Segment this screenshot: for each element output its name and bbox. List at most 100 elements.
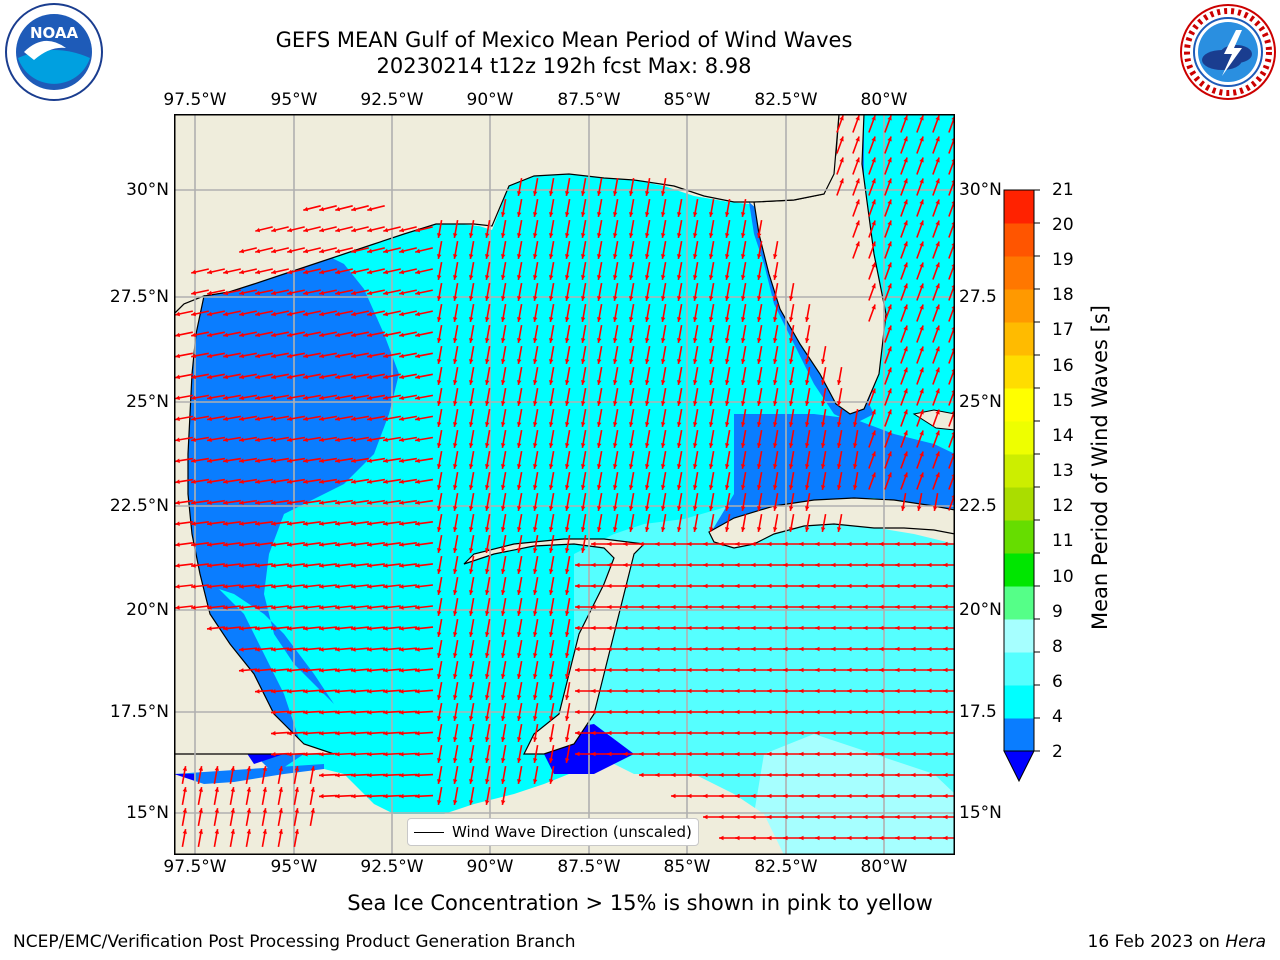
- wave-arrow-head: [191, 584, 196, 589]
- wave-arrow-head: [613, 317, 618, 322]
- wave-arrow-head: [911, 730, 916, 736]
- wave-arrow-head: [533, 611, 538, 616]
- wave-arrow-head: [239, 395, 244, 400]
- wave-arrow-head: [469, 758, 474, 763]
- lat-tick-right: 20°N: [959, 600, 1002, 620]
- wave-arrow-head: [741, 233, 746, 238]
- wave-arrow-head: [565, 485, 570, 490]
- wave-arrow-head: [597, 443, 602, 448]
- wave-arrow-head: [501, 506, 506, 511]
- wave-arrow-head: [815, 604, 820, 610]
- wave-arrow-head: [565, 737, 570, 742]
- wave-arrow-head: [287, 395, 292, 400]
- lon-tick-top: 80°W: [860, 90, 908, 110]
- wave-arrow-head: [437, 737, 442, 742]
- wave-arrow-head: [271, 710, 276, 715]
- wave-arrow-head: [725, 422, 730, 427]
- mexico-land: [174, 295, 335, 755]
- wave-arrow-head: [911, 541, 916, 547]
- wave-arrow-head: [871, 451, 876, 457]
- wave-arrow-head: [767, 793, 772, 799]
- wave-arrow-head: [437, 275, 442, 280]
- wave-arrow-head: [655, 751, 660, 757]
- wave-arrow-head: [773, 380, 778, 385]
- wave-arrow-head: [485, 464, 490, 469]
- wave-arrow-head: [182, 808, 187, 813]
- wave-arrow-head: [815, 835, 820, 841]
- wave-arrow-head: [725, 506, 730, 511]
- wave-arrow-head: [927, 667, 932, 673]
- wave-arrow-head: [943, 667, 948, 673]
- wave-arrow-head: [719, 730, 724, 736]
- wave-arrow-head: [847, 772, 852, 778]
- wave-arrow-head: [453, 422, 458, 427]
- wave-arrow-head: [871, 304, 876, 310]
- wave-arrow-head: [437, 338, 442, 343]
- wave-arrow-head: [335, 500, 340, 505]
- wave-arrow-head: [469, 716, 474, 721]
- wave-arrow-head: [887, 451, 892, 457]
- wave-arrow-head: [351, 731, 356, 736]
- wave-arrow-head: [581, 296, 586, 301]
- wave-arrow-head: [799, 814, 804, 820]
- wave-arrow-head: [591, 646, 596, 652]
- wave-arrow-head: [613, 275, 618, 280]
- wave-arrow-head: [255, 458, 260, 463]
- wave-arrow-head: [287, 311, 292, 317]
- wave-arrow-head: [399, 689, 404, 694]
- wave-arrow-head: [773, 275, 778, 280]
- colorbar-tick: 18: [1052, 285, 1074, 305]
- wave-arrow-head: [597, 296, 602, 301]
- wave-arrow-head: [239, 269, 245, 275]
- wave-arrow-head: [191, 437, 196, 442]
- wave-arrow-head: [367, 626, 372, 631]
- wave-arrow-head: [677, 275, 682, 280]
- wave-arrow-head: [182, 766, 187, 771]
- wave-arrow-head: [437, 653, 442, 658]
- wave-arrow-head: [887, 472, 892, 478]
- wave-arrow-head: [469, 569, 474, 574]
- wave-arrow-head: [703, 772, 708, 778]
- wave-arrow-head: [399, 542, 404, 547]
- wave-arrow-head: [709, 338, 714, 343]
- wave-arrow-head: [271, 689, 276, 694]
- map-panel: Wind Wave Direction (unscaled): [174, 114, 955, 855]
- wave-arrow-head: [255, 227, 261, 233]
- wave-arrow-head: [255, 605, 260, 610]
- wave-arrow-head: [935, 304, 940, 310]
- wave-arrow-head: [549, 464, 554, 469]
- wave-arrow-head: [453, 464, 458, 469]
- wave-arrow-head: [927, 709, 932, 715]
- wave-arrow-head: [549, 254, 554, 259]
- wave-arrow-head: [549, 569, 554, 574]
- wave-arrow-head: [639, 583, 644, 589]
- wave-arrow-head: [565, 401, 570, 406]
- wave-arrow-head: [597, 527, 602, 532]
- wave-arrow-head: [335, 206, 341, 212]
- wave-arrow-head: [903, 304, 908, 310]
- wave-arrow-head: [805, 401, 810, 406]
- wave-arrow-head: [639, 625, 644, 631]
- wave-arrow-head: [415, 563, 420, 568]
- wave-arrow-head: [911, 688, 916, 694]
- wave-arrow-head: [351, 710, 356, 715]
- wave-arrow-head: [383, 311, 388, 317]
- wave-arrow-head: [831, 688, 836, 694]
- wave-arrow-head: [287, 584, 292, 589]
- wave-arrow-head: [533, 422, 538, 427]
- wave-arrow-head: [719, 583, 724, 589]
- wave-arrow-head: [879, 583, 884, 589]
- wave-arrow-head: [469, 653, 474, 658]
- wave-arrow-head: [533, 485, 538, 490]
- wave-arrow-head: [367, 479, 372, 484]
- wave-arrow-head: [575, 688, 580, 694]
- wave-arrow-head: [847, 646, 852, 652]
- wave-arrow-head: [783, 562, 788, 568]
- wave-arrow-head: [917, 506, 922, 511]
- wave-arrow-head: [623, 541, 628, 547]
- wave-arrow-head: [879, 541, 884, 547]
- wave-arrow-head: [287, 227, 293, 233]
- wave-arrow-head: [773, 443, 778, 448]
- wave-arrow-head: [367, 521, 372, 526]
- wave-arrow-head: [399, 668, 404, 673]
